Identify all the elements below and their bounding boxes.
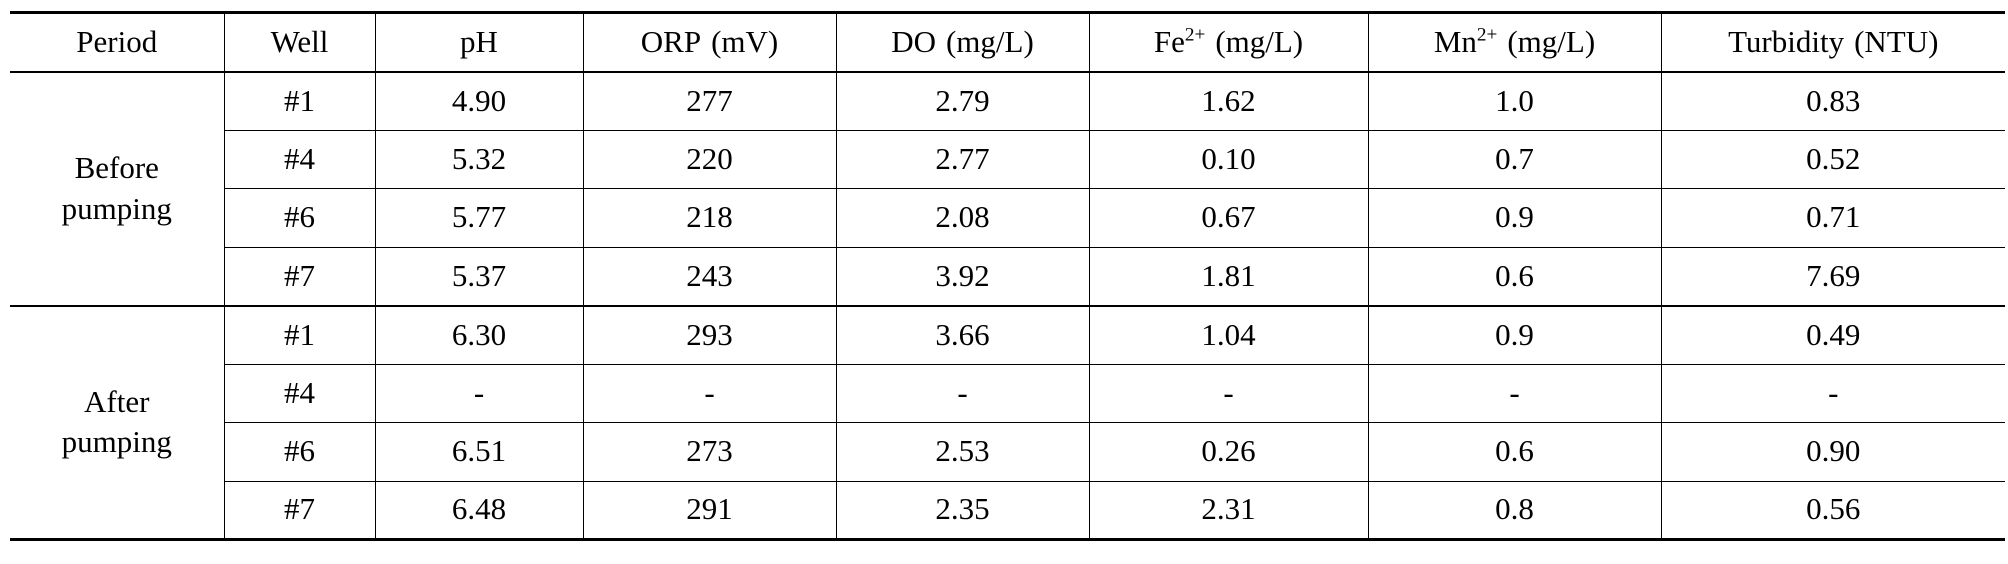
header-orp: ORP (mV) xyxy=(582,11,837,73)
cell-mn: 0.9 xyxy=(1367,305,1662,365)
cell-turbidity: 0.56 xyxy=(1660,481,2005,541)
header-fe-sup: 2+ xyxy=(1184,24,1206,46)
period-line2: pumping xyxy=(61,190,172,226)
cell-turbidity: 0.83 xyxy=(1660,71,2005,131)
cell-fe: 1.81 xyxy=(1088,247,1369,307)
cell-fe: 0.10 xyxy=(1088,130,1369,189)
header-turbidity: Turbidity (NTU) xyxy=(1660,11,2005,73)
cell-mn: 0.9 xyxy=(1367,188,1662,248)
cell-fe: 0.67 xyxy=(1088,188,1369,248)
cell-mn: 1.0 xyxy=(1367,71,1662,131)
cell-well: #4 xyxy=(223,364,376,423)
header-mn-sup: 2+ xyxy=(1476,24,1498,46)
header-do: DO (mg/L) xyxy=(835,11,1090,73)
table-row: #6 6.51 273 2.53 0.26 0.6 0.90 xyxy=(10,422,2005,482)
header-mn-unit: (mg/L) xyxy=(1507,23,1596,59)
table-row: #4 - - - - - - xyxy=(10,364,2005,423)
cell-fe: 2.31 xyxy=(1088,481,1369,541)
header-do-name: DO xyxy=(891,23,936,59)
cell-do: 3.92 xyxy=(835,247,1090,307)
cell-do: 2.77 xyxy=(835,130,1090,189)
cell-ph: 4.90 xyxy=(374,71,584,131)
cell-orp: - xyxy=(582,364,837,423)
period-label-before: Before pumping xyxy=(62,148,172,229)
cell-fe: 1.04 xyxy=(1088,305,1369,365)
table-container: Period Well pH ORP (mV) DO (mg/L) Fe2+ (mg/… xyxy=(10,11,2005,541)
cell-orp: 220 xyxy=(582,130,837,189)
table-row: Before pumping #1 4.90 277 2.79 1.62 1.0 … xyxy=(10,71,2005,307)
cell-orp: 218 xyxy=(582,188,837,248)
cell-well: #7 xyxy=(223,247,376,307)
table-row: #4 5.32 220 2.77 0.10 0.7 0.52 xyxy=(10,130,2005,189)
cell-ph: 5.37 xyxy=(374,247,584,307)
cell-fe: - xyxy=(1088,364,1369,423)
cell-turbidity: - xyxy=(1660,364,2005,423)
cell-orp: 291 xyxy=(582,481,837,541)
header-turbidity-unit: (NTU) xyxy=(1854,23,1939,59)
cell-well: #7 xyxy=(223,481,376,541)
header-fe-unit: (mg/L) xyxy=(1215,23,1304,59)
period-cell-after: After pumping xyxy=(10,305,225,541)
cell-fe: 0.26 xyxy=(1088,422,1369,482)
header-turbidity-name: Turbidity xyxy=(1728,23,1845,59)
cell-mn: 0.6 xyxy=(1367,247,1662,307)
cell-mn: 0.6 xyxy=(1367,422,1662,482)
cell-well: #1 xyxy=(223,71,376,131)
cell-do: 3.66 xyxy=(835,305,1090,365)
cell-ph: 5.77 xyxy=(374,188,584,248)
table-row: #7 5.37 243 3.92 1.81 0.6 7.69 xyxy=(10,247,2005,307)
water-quality-table: Period Well pH ORP (mV) DO (mg/L) Fe2+ (mg/… xyxy=(10,11,2005,541)
header-ph: pH xyxy=(374,11,584,73)
cell-do: 2.35 xyxy=(835,481,1090,541)
header-mn-base: Mn xyxy=(1433,23,1477,59)
cell-turbidity: 0.49 xyxy=(1660,305,2005,365)
header-fe: Fe2+ (mg/L) xyxy=(1088,11,1369,73)
period-line2: pumping xyxy=(61,424,172,460)
cell-do: 2.53 xyxy=(835,422,1090,482)
cell-do: - xyxy=(835,364,1090,423)
header-period: Period xyxy=(10,11,225,73)
header-period-label: Period xyxy=(76,23,158,59)
header-row: Period Well pH ORP (mV) DO (mg/L) Fe2+ (mg/… xyxy=(10,11,2005,73)
cell-orp: 277 xyxy=(582,71,837,131)
cell-turbidity: 0.71 xyxy=(1660,188,2005,248)
cell-ph: 6.51 xyxy=(374,422,584,482)
cell-mn: 0.7 xyxy=(1367,130,1662,189)
table-row: #6 5.77 218 2.08 0.67 0.9 0.71 xyxy=(10,188,2005,248)
cell-turbidity: 0.90 xyxy=(1660,422,2005,482)
period-line1: Before xyxy=(74,150,159,186)
header-do-unit: (mg/L) xyxy=(945,23,1034,59)
header-orp-name: ORP xyxy=(640,23,702,59)
cell-orp: 273 xyxy=(582,422,837,482)
cell-well: #1 xyxy=(223,305,376,365)
header-ph-label: pH xyxy=(460,23,498,59)
cell-turbidity: 0.52 xyxy=(1660,130,2005,189)
table-row: #7 6.48 291 2.35 2.31 0.8 0.56 xyxy=(10,481,2005,541)
cell-well: #6 xyxy=(223,422,376,482)
cell-well: #4 xyxy=(223,130,376,189)
period-label-after: After pumping xyxy=(62,382,172,463)
cell-turbidity: 7.69 xyxy=(1660,247,2005,307)
cell-ph: 6.30 xyxy=(374,305,584,365)
cell-ph: - xyxy=(374,364,584,423)
header-mn: Mn2+ (mg/L) xyxy=(1367,11,1662,73)
cell-mn: 0.8 xyxy=(1367,481,1662,541)
cell-ph: 6.48 xyxy=(374,481,584,541)
header-well: Well xyxy=(223,11,376,73)
cell-orp: 293 xyxy=(582,305,837,365)
header-orp-unit: (mV) xyxy=(711,23,779,59)
cell-orp: 243 xyxy=(582,247,837,307)
header-fe-base: Fe xyxy=(1153,23,1185,59)
period-line1: After xyxy=(84,383,150,419)
cell-ph: 5.32 xyxy=(374,130,584,189)
cell-well: #6 xyxy=(223,188,376,248)
cell-mn: - xyxy=(1367,364,1662,423)
cell-do: 2.79 xyxy=(835,71,1090,131)
cell-fe: 1.62 xyxy=(1088,71,1369,131)
table-row: After pumping #1 6.30 293 3.66 1.04 0.9 0… xyxy=(10,305,2005,541)
header-well-label: Well xyxy=(270,23,329,59)
cell-do: 2.08 xyxy=(835,188,1090,248)
period-cell-before: Before pumping xyxy=(10,71,225,307)
